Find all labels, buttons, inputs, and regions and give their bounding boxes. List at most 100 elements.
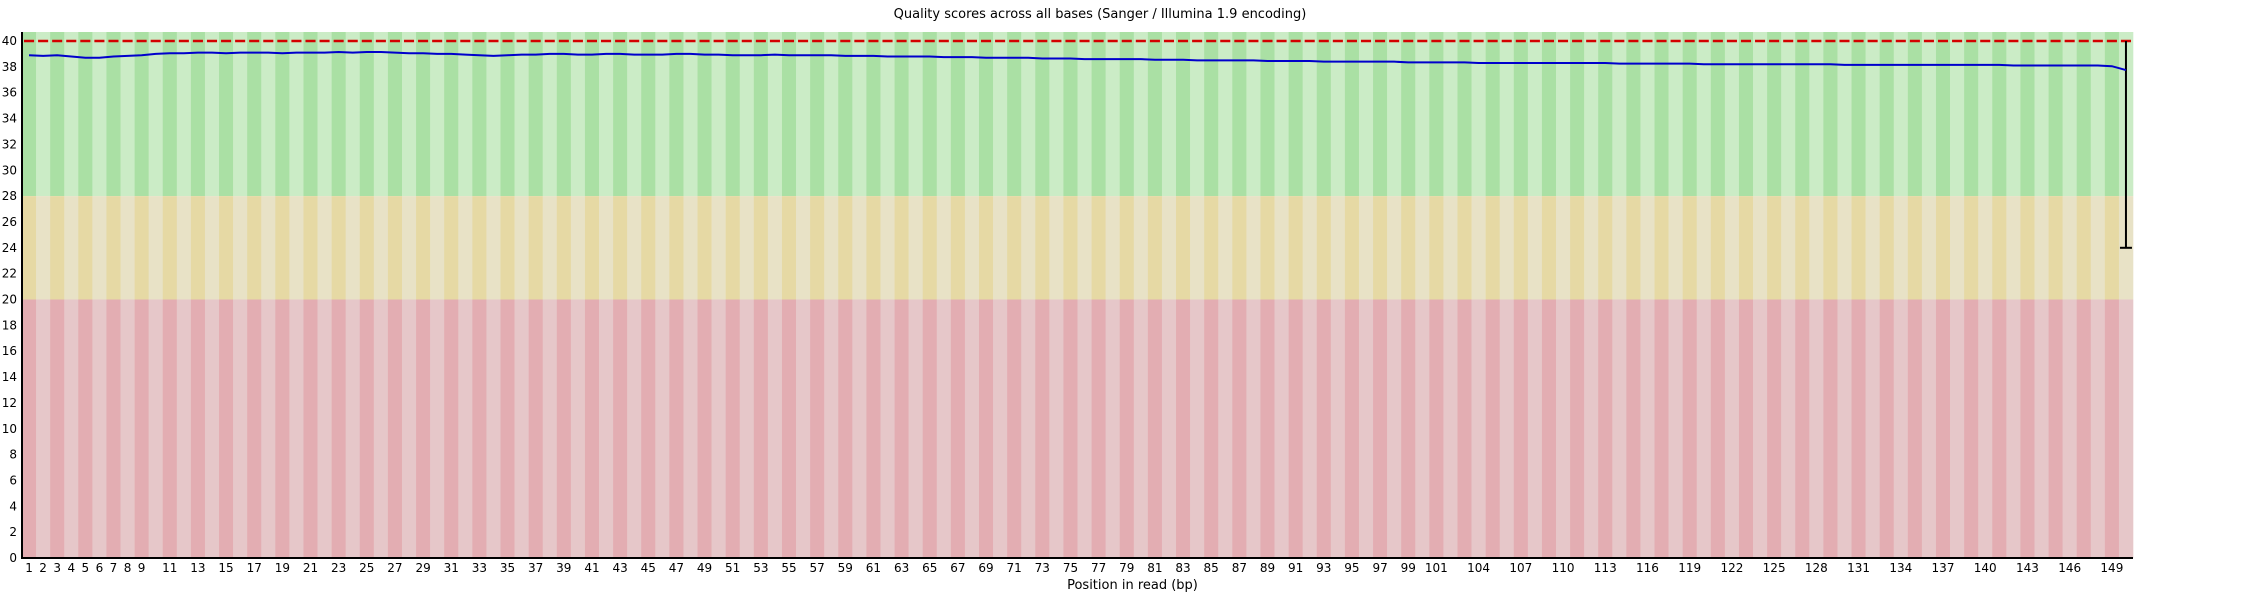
svg-text:21: 21 bbox=[303, 561, 318, 575]
svg-text:32: 32 bbox=[2, 137, 17, 151]
svg-text:45: 45 bbox=[641, 561, 656, 575]
svg-text:65: 65 bbox=[922, 561, 937, 575]
svg-text:57: 57 bbox=[809, 561, 824, 575]
svg-text:93: 93 bbox=[1316, 561, 1331, 575]
svg-text:1: 1 bbox=[25, 561, 33, 575]
svg-text:59: 59 bbox=[838, 561, 853, 575]
svg-text:25: 25 bbox=[359, 561, 374, 575]
svg-text:131: 131 bbox=[1847, 561, 1870, 575]
svg-text:137: 137 bbox=[1932, 561, 1955, 575]
svg-text:16: 16 bbox=[2, 344, 17, 358]
svg-text:28: 28 bbox=[2, 189, 17, 203]
svg-text:4: 4 bbox=[67, 561, 75, 575]
svg-text:146: 146 bbox=[2058, 561, 2081, 575]
svg-text:47: 47 bbox=[669, 561, 684, 575]
svg-text:85: 85 bbox=[1204, 561, 1219, 575]
svg-text:149: 149 bbox=[2100, 561, 2123, 575]
svg-text:81: 81 bbox=[1147, 561, 1162, 575]
svg-text:79: 79 bbox=[1119, 561, 1134, 575]
svg-text:10: 10 bbox=[2, 422, 17, 436]
svg-text:6: 6 bbox=[96, 561, 104, 575]
svg-text:49: 49 bbox=[697, 561, 712, 575]
svg-text:27: 27 bbox=[387, 561, 402, 575]
svg-text:97: 97 bbox=[1372, 561, 1387, 575]
svg-text:13: 13 bbox=[190, 561, 205, 575]
svg-text:87: 87 bbox=[1232, 561, 1247, 575]
svg-text:37: 37 bbox=[528, 561, 543, 575]
x-tick-labels: 1 2 3 4 5 6 7 8 9 11 13 15 17 19 21 23 25 27 29 31 33 35 37 39 4… bbox=[25, 561, 2123, 575]
svg-text:107: 107 bbox=[1509, 561, 1532, 575]
svg-text:110: 110 bbox=[1552, 561, 1575, 575]
svg-text:91: 91 bbox=[1288, 561, 1303, 575]
svg-text:125: 125 bbox=[1763, 561, 1786, 575]
last-position-whisker bbox=[2119, 41, 2132, 249]
svg-text:99: 99 bbox=[1401, 561, 1416, 575]
svg-text:35: 35 bbox=[500, 561, 515, 575]
svg-text:113: 113 bbox=[1594, 561, 1617, 575]
svg-text:8: 8 bbox=[9, 448, 17, 462]
mean-line bbox=[28, 50, 2127, 72]
svg-text:18: 18 bbox=[2, 318, 17, 332]
svg-text:51: 51 bbox=[725, 561, 740, 575]
svg-text:14: 14 bbox=[2, 370, 17, 384]
svg-text:55: 55 bbox=[781, 561, 796, 575]
svg-text:7: 7 bbox=[110, 561, 118, 575]
chart-title: Quality scores across all bases (Sanger … bbox=[893, 7, 1307, 22]
svg-text:116: 116 bbox=[1636, 561, 1659, 575]
svg-text:2: 2 bbox=[39, 561, 47, 575]
svg-text:6: 6 bbox=[9, 473, 17, 487]
svg-text:30: 30 bbox=[2, 163, 17, 177]
svg-text:39: 39 bbox=[556, 561, 571, 575]
svg-text:20: 20 bbox=[2, 293, 17, 307]
svg-text:22: 22 bbox=[2, 267, 17, 281]
svg-text:11: 11 bbox=[162, 561, 177, 575]
svg-text:41: 41 bbox=[584, 561, 599, 575]
svg-text:71: 71 bbox=[1007, 561, 1022, 575]
svg-text:104: 104 bbox=[1467, 561, 1490, 575]
svg-text:77: 77 bbox=[1091, 561, 1106, 575]
x-axis-title: Position in read (bp) bbox=[1067, 578, 1198, 593]
svg-text:140: 140 bbox=[1974, 561, 1997, 575]
svg-text:128: 128 bbox=[1805, 561, 1828, 575]
svg-text:101: 101 bbox=[1425, 561, 1448, 575]
svg-text:12: 12 bbox=[2, 396, 17, 410]
svg-text:19: 19 bbox=[275, 561, 290, 575]
svg-text:73: 73 bbox=[1035, 561, 1050, 575]
svg-text:23: 23 bbox=[331, 561, 346, 575]
svg-text:61: 61 bbox=[866, 561, 881, 575]
svg-text:95: 95 bbox=[1344, 561, 1359, 575]
svg-text:29: 29 bbox=[415, 561, 430, 575]
svg-text:9: 9 bbox=[138, 561, 146, 575]
svg-text:0: 0 bbox=[9, 551, 17, 565]
svg-text:143: 143 bbox=[2016, 561, 2039, 575]
svg-text:53: 53 bbox=[753, 561, 768, 575]
svg-text:17: 17 bbox=[247, 561, 262, 575]
svg-text:119: 119 bbox=[1678, 561, 1701, 575]
svg-text:4: 4 bbox=[9, 499, 17, 513]
svg-text:26: 26 bbox=[2, 215, 17, 229]
svg-text:69: 69 bbox=[978, 561, 993, 575]
svg-text:83: 83 bbox=[1175, 561, 1190, 575]
svg-text:15: 15 bbox=[218, 561, 233, 575]
svg-text:67: 67 bbox=[950, 561, 965, 575]
svg-text:5: 5 bbox=[82, 561, 90, 575]
svg-text:75: 75 bbox=[1063, 561, 1078, 575]
svg-text:2: 2 bbox=[9, 525, 17, 539]
quality-zones bbox=[22, 32, 2134, 558]
svg-text:38: 38 bbox=[2, 60, 17, 74]
svg-text:122: 122 bbox=[1720, 561, 1743, 575]
svg-text:40: 40 bbox=[2, 34, 17, 48]
svg-text:43: 43 bbox=[612, 561, 627, 575]
svg-text:89: 89 bbox=[1260, 561, 1275, 575]
svg-text:34: 34 bbox=[2, 112, 17, 126]
svg-text:24: 24 bbox=[2, 241, 17, 255]
svg-text:134: 134 bbox=[1889, 561, 1912, 575]
svg-text:36: 36 bbox=[2, 86, 17, 100]
svg-text:63: 63 bbox=[894, 561, 909, 575]
svg-text:3: 3 bbox=[53, 561, 61, 575]
svg-text:33: 33 bbox=[472, 561, 487, 575]
svg-text:31: 31 bbox=[444, 561, 459, 575]
